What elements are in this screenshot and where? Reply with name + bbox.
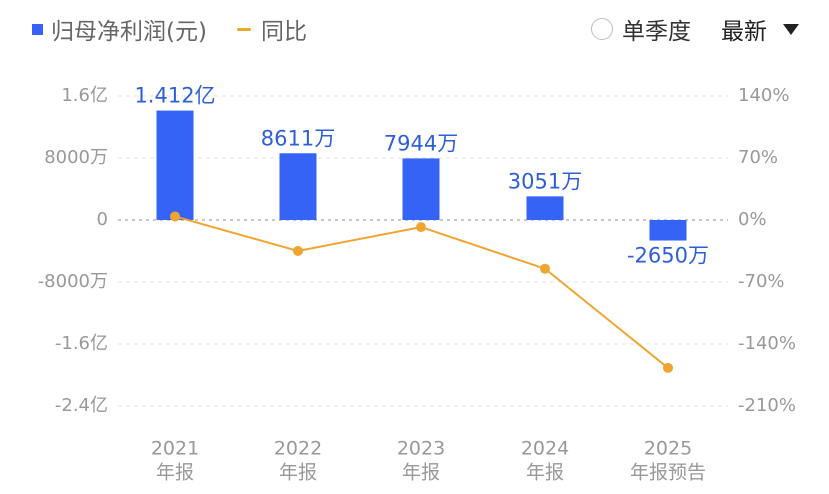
yoy-point [170, 211, 180, 222]
bar-data-label: 8611万 [261, 126, 335, 150]
legend-profit-label: 归母净利润(元) [51, 19, 207, 45]
sort-dropdown-label: 最新 [721, 19, 767, 45]
bar [649, 220, 687, 241]
x-tick-label-year: 2021 [151, 438, 199, 460]
bar-data-label: -2650万 [627, 244, 709, 268]
bar-data-label: 1.412亿 [134, 84, 215, 108]
legend-yoy-label: 同比 [260, 19, 307, 45]
bar [279, 153, 317, 220]
y-right-tick-label: -70% [738, 271, 785, 292]
triangle-down-icon [783, 23, 799, 35]
sort-dropdown[interactable]: 最新 [721, 12, 799, 46]
x-tick-label-year: 2025 [644, 438, 692, 460]
chart-controls: 单季度 最新 [591, 12, 799, 46]
y-right-tick-label: 140% [738, 85, 789, 106]
y-right-tick-label: 0% [738, 209, 767, 230]
y-right-tick-label: -140% [738, 333, 796, 354]
radio-circle-icon [591, 18, 613, 40]
y-left-tick-label: 8000万 [44, 147, 108, 168]
y-left-tick-label: -2.4亿 [55, 395, 108, 416]
x-tick-label-period: 年报 [279, 462, 317, 484]
yoy-point [293, 246, 303, 256]
legend-line-swatch [236, 27, 251, 31]
yoy-line [174, 215, 669, 369]
bar-data-label: 3051万 [508, 169, 582, 193]
legend: 归母净利润(元) 同比 [32, 12, 337, 46]
y-left-tick-label: 1.6亿 [61, 85, 108, 106]
legend-item-profit[interactable]: 归母净利润(元) [32, 12, 207, 46]
quarter-radio-label: 单季度 [622, 19, 691, 45]
x-tick-label-period: 年报 [402, 462, 440, 484]
bar [526, 196, 564, 220]
y-left-tick-label: -8000万 [38, 271, 108, 292]
y-left-tick-label: 0 [97, 209, 108, 230]
yoy-point [416, 222, 426, 233]
y-right-tick-label: 70% [738, 147, 778, 168]
bar [402, 158, 440, 220]
x-tick-label-year: 2022 [274, 438, 322, 460]
x-tick-label-period: 年报 [526, 462, 564, 484]
x-tick-label-period: 年报 [156, 462, 194, 484]
x-tick-label-period: 年报预告 [630, 462, 706, 484]
bar [156, 110, 194, 220]
x-tick-label-year: 2024 [521, 438, 569, 460]
y-right-tick-label: -210% [738, 395, 796, 416]
y-left-tick-label: -1.6亿 [55, 333, 108, 354]
bar-data-label: 7944万 [384, 131, 458, 155]
yoy-point [540, 263, 550, 274]
yoy-point [663, 362, 673, 373]
legend-item-yoy[interactable]: 同比 [236, 12, 307, 46]
legend-bar-swatch [32, 23, 43, 35]
x-tick-label-year: 2023 [397, 438, 445, 460]
quarter-radio[interactable]: 单季度 [591, 12, 691, 46]
